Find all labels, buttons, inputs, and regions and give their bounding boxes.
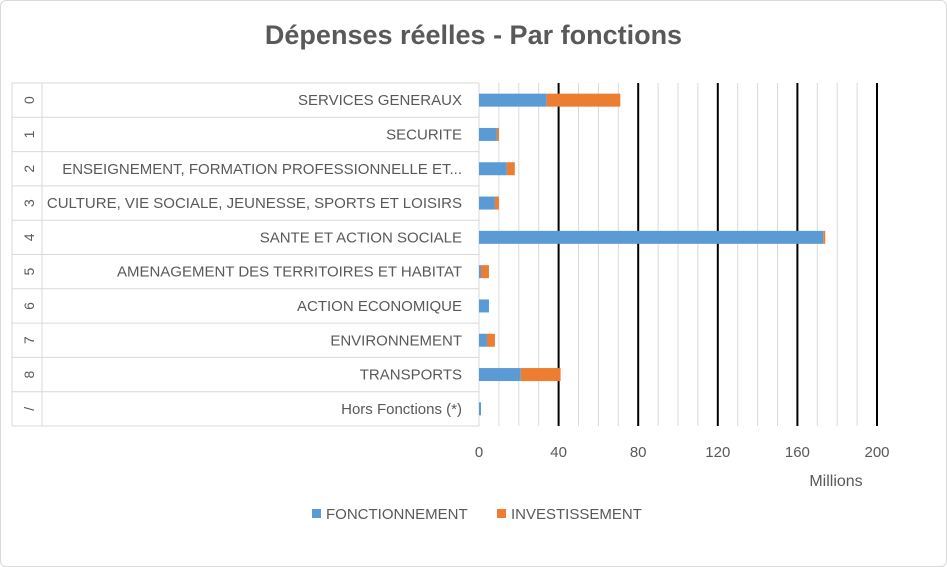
bar-fonctionnement: [479, 162, 507, 176]
category-label: AMENAGEMENT DES TERRITOIRES ET HABITAT: [117, 264, 462, 281]
bar-investissement: [494, 196, 499, 210]
category-code: 2: [21, 165, 37, 173]
bar-investissement: [486, 333, 495, 347]
bar-fonctionnement: [479, 196, 495, 210]
x-tick-label: 120: [705, 444, 730, 461]
category-code: 5: [21, 268, 37, 276]
category-label: Hors Fonctions (*): [341, 401, 462, 418]
bar-investissement: [496, 127, 499, 141]
bar-investissement: [506, 162, 515, 176]
bar-fonctionnement: [479, 368, 521, 382]
category-code: 0: [21, 96, 37, 104]
x-tick-label: 200: [864, 444, 889, 461]
category-label: ENVIRONNEMENT: [330, 332, 462, 349]
category-code: 1: [21, 130, 37, 138]
chart-title: Dépenses réelles - Par fonctions: [264, 20, 683, 50]
x-tick-label: 160: [785, 444, 810, 461]
bar-fonctionnement: [479, 93, 547, 107]
legend-label: FONCTIONNEMENT: [326, 506, 468, 523]
category-label: ACTION ECONOMIQUE: [297, 298, 462, 315]
category-code: 7: [21, 336, 37, 344]
bar-fonctionnement: [479, 402, 481, 416]
bar-fonctionnement: [479, 230, 824, 244]
x-tick-label: 40: [550, 444, 567, 461]
category-code: 8: [21, 370, 37, 378]
category-label: SANTE ET ACTION SOCIALE: [260, 229, 462, 246]
x-tick-label: 0: [475, 444, 483, 461]
legend-swatch: [497, 509, 506, 518]
x-tick-label: 80: [630, 444, 647, 461]
category-label: ENSEIGNEMENT, FORMATION PROFESSIONNELLE …: [62, 161, 462, 178]
bar-fonctionnement: [479, 127, 497, 141]
category-label: SECURITE: [386, 126, 462, 143]
category-label: SERVICES GENERAUX: [298, 92, 462, 109]
legend-label: INVESTISSEMENT: [511, 506, 642, 523]
bar-fonctionnement: [479, 333, 487, 347]
x-axis-title: Millions: [809, 473, 862, 490]
category-label: CULTURE, VIE SOCIALE, JEUNESSE, SPORTS E…: [47, 195, 462, 212]
category-code: 6: [21, 302, 37, 310]
legend-swatch: [312, 509, 321, 518]
bar-fonctionnement: [479, 265, 481, 279]
bar-fonctionnement: [479, 299, 489, 313]
bar-investissement: [520, 368, 561, 382]
bar-investissement: [823, 230, 826, 244]
bar-investissement: [480, 265, 489, 279]
category-label: TRANSPORTS: [360, 367, 462, 384]
bar-investissement: [546, 93, 621, 107]
category-code: 4: [21, 233, 37, 241]
category-code: /: [21, 407, 37, 411]
category-code: 3: [21, 199, 37, 207]
